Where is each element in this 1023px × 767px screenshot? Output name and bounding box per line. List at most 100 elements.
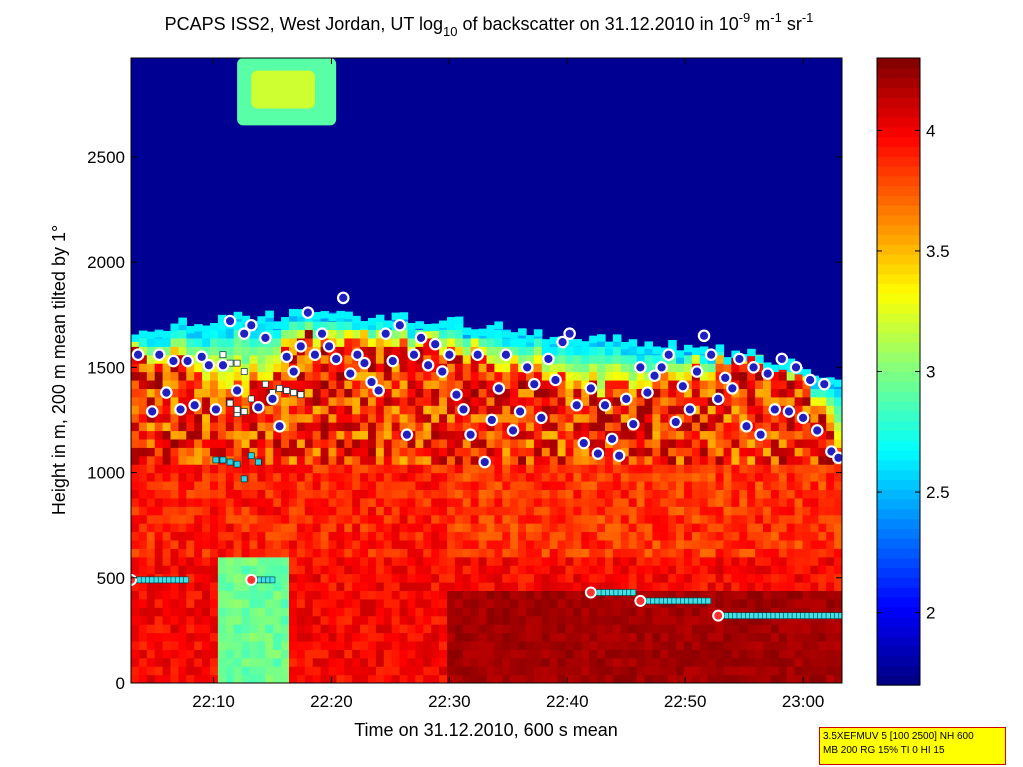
heatmap-cell	[644, 396, 653, 406]
heatmap-cell	[763, 598, 772, 608]
heatmap-cell	[391, 329, 401, 339]
heatmap-cell	[210, 615, 219, 625]
heatmap-cell	[676, 556, 685, 566]
heatmap-cell	[518, 354, 527, 364]
heatmap-cell	[470, 607, 480, 617]
heatmap-cell	[296, 632, 306, 642]
heatmap-cell	[486, 388, 495, 398]
heatmap-cell	[352, 497, 361, 507]
heatmap-cell	[336, 430, 345, 440]
heatmap-cell	[178, 455, 187, 465]
square-marker	[254, 458, 262, 466]
heatmap-cell	[447, 455, 456, 465]
heatmap-cell	[194, 565, 203, 575]
heatmap-cell	[573, 624, 582, 634]
heatmap-cell	[834, 396, 842, 406]
heatmap-cell	[273, 379, 282, 389]
heatmap-cell	[194, 329, 203, 339]
heatmap-cell	[462, 388, 472, 398]
heatmap-cell	[344, 581, 353, 592]
heatmap-cell	[454, 321, 464, 331]
heatmap-cell	[217, 666, 227, 676]
cloud-base-point	[669, 415, 683, 429]
heatmap-cell	[597, 657, 606, 667]
heatmap-cell	[415, 548, 424, 558]
heatmap-cell	[494, 455, 503, 465]
heatmap-cell	[375, 607, 385, 617]
heatmap-cell	[233, 337, 243, 347]
heatmap-cell	[265, 556, 274, 566]
heatmap-cell	[265, 640, 274, 650]
heatmap-cell	[652, 405, 661, 415]
heatmap-cell	[375, 363, 385, 373]
heatmap-cell	[834, 523, 842, 533]
heatmap-cell	[494, 438, 503, 448]
heatmap-cell	[202, 615, 211, 625]
heatmap-cell	[304, 337, 314, 347]
heatmap-cell	[304, 413, 314, 423]
heatmap-cell	[138, 405, 148, 415]
layer-top-edge	[715, 344, 725, 352]
heatmap-cell	[826, 472, 835, 482]
heatmap-cell	[138, 379, 148, 389]
heatmap-cell	[636, 514, 646, 524]
heatmap-cell	[304, 598, 314, 608]
heatmap-cell	[391, 556, 401, 566]
heatmap-cell	[368, 640, 377, 650]
layer-top-edge	[241, 315, 251, 324]
heatmap-cell	[660, 455, 669, 465]
heatmap-cell	[281, 405, 290, 415]
heatmap-cell	[202, 438, 211, 448]
heatmap-cell	[699, 640, 709, 650]
heatmap-cell	[312, 506, 322, 516]
heatmap-cell	[644, 447, 653, 457]
cloud-base-point	[400, 428, 414, 441]
heatmap-cell	[510, 480, 519, 490]
heatmap-cell	[763, 615, 772, 625]
heatmap-cell	[834, 413, 842, 423]
heatmap-cell	[320, 422, 330, 432]
heatmap-cell	[778, 531, 788, 541]
heatmap-cell	[344, 506, 353, 516]
heatmap-cell	[747, 379, 756, 389]
heatmap-cell	[597, 430, 606, 440]
heatmap-cell	[281, 337, 290, 347]
heatmap-cell	[312, 531, 322, 541]
cloud-base-point	[641, 386, 654, 399]
heatmap-cell	[241, 438, 251, 448]
heatmap-cell	[565, 657, 574, 667]
heatmap-cell	[289, 674, 298, 683]
heatmap-cell	[431, 447, 440, 457]
heatmap-cell	[628, 649, 638, 659]
heatmap-cell	[249, 455, 258, 465]
heatmap-cell	[407, 388, 416, 398]
layer-top-edge	[265, 310, 274, 318]
cloud-base-point	[662, 348, 675, 362]
heatmap-cell	[431, 514, 440, 524]
heatmap-cell	[328, 422, 337, 432]
heatmap-cell	[628, 531, 638, 541]
heatmap-cell	[439, 657, 448, 667]
heatmap-cell	[597, 531, 606, 541]
heatmap-cell	[802, 506, 811, 516]
heatmap-cell	[312, 363, 322, 373]
heatmap-cell	[265, 321, 274, 331]
heatmap-cell	[526, 346, 535, 356]
heatmap-cell	[289, 455, 298, 465]
heatmap-cell	[739, 472, 748, 482]
cloud-base-point	[789, 361, 803, 374]
heatmap-cell	[138, 371, 148, 381]
heatmap-cell	[289, 581, 298, 592]
heatmap-cell	[691, 489, 701, 499]
heatmap-cell	[636, 464, 646, 474]
layer-top-edge	[802, 369, 811, 377]
heatmap-cell	[138, 430, 148, 440]
heatmap-cell	[526, 447, 535, 457]
heatmap-cell	[786, 556, 796, 566]
heatmap-cell	[510, 396, 519, 406]
heatmap-cell	[810, 607, 819, 617]
heatmap-cell	[178, 371, 187, 381]
heatmap-cell	[802, 674, 811, 683]
heatmap-cell	[202, 379, 211, 389]
